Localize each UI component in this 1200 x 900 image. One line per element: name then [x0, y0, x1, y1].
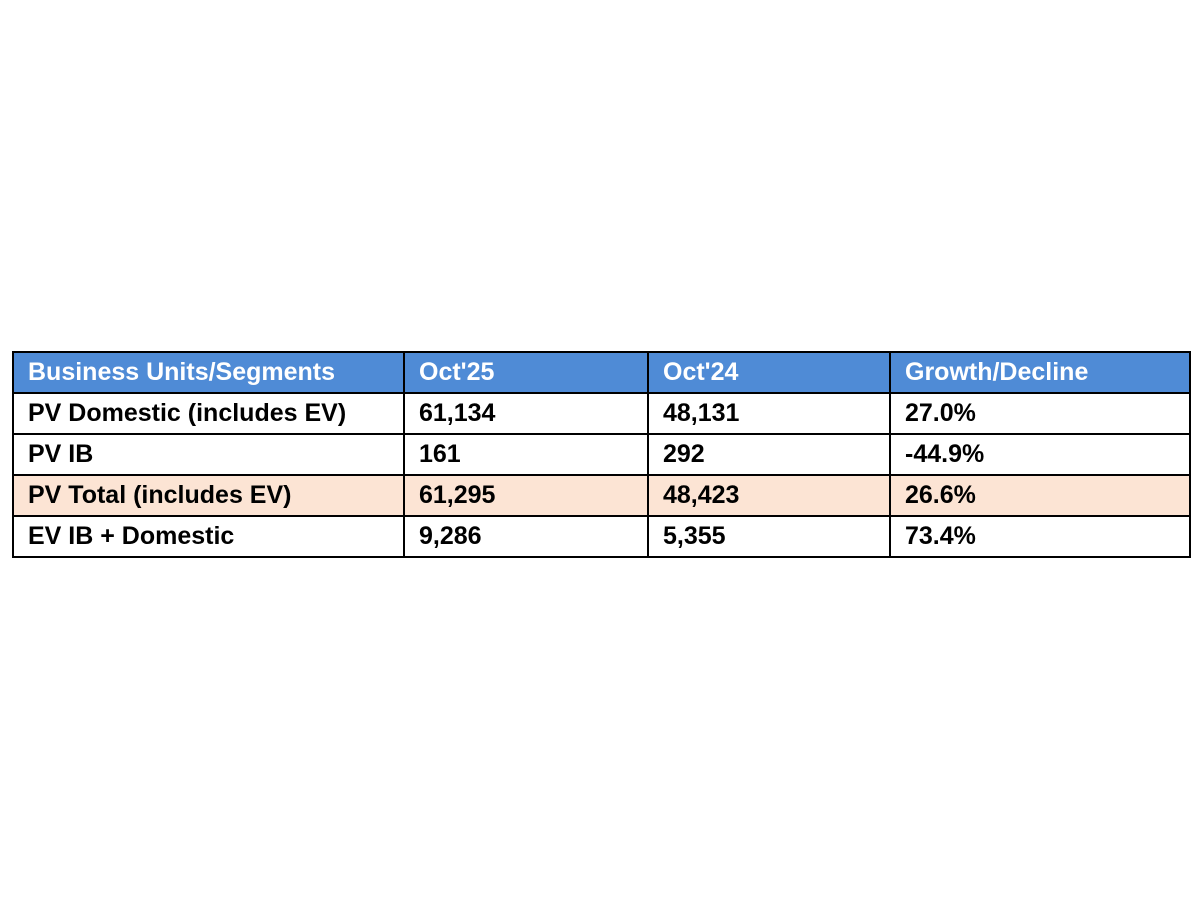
sales-table: Business Units/Segments Oct'25 Oct'24 Gr…	[12, 351, 1191, 558]
oct25-cell: 161	[403, 433, 649, 476]
segment-cell: PV IB	[12, 433, 405, 476]
oct24-cell: 48,423	[647, 474, 891, 517]
table-row: PV IB 161 292 -44.9%	[12, 433, 1191, 476]
table-body: PV Domestic (includes EV) 61,134 48,131 …	[12, 392, 1191, 558]
segment-cell: PV Domestic (includes EV)	[12, 392, 405, 435]
growth-cell: 26.6%	[889, 474, 1191, 517]
header-growth: Growth/Decline	[889, 351, 1191, 394]
header-oct25: Oct'25	[403, 351, 649, 394]
segment-cell: PV Total (includes EV)	[12, 474, 405, 517]
header-segment: Business Units/Segments	[12, 351, 405, 394]
growth-cell: -44.9%	[889, 433, 1191, 476]
growth-cell: 27.0%	[889, 392, 1191, 435]
oct25-cell: 9,286	[403, 515, 649, 558]
oct24-cell: 48,131	[647, 392, 891, 435]
table-header: Business Units/Segments Oct'25 Oct'24 Gr…	[12, 351, 1191, 394]
oct24-cell: 292	[647, 433, 891, 476]
oct25-cell: 61,295	[403, 474, 649, 517]
segment-cell: EV IB + Domestic	[12, 515, 405, 558]
table-row-total: PV Total (includes EV) 61,295 48,423 26.…	[12, 474, 1191, 517]
oct25-cell: 61,134	[403, 392, 649, 435]
header-oct24: Oct'24	[647, 351, 891, 394]
table-row: EV IB + Domestic 9,286 5,355 73.4%	[12, 515, 1191, 558]
table-row: PV Domestic (includes EV) 61,134 48,131 …	[12, 392, 1191, 435]
oct24-cell: 5,355	[647, 515, 891, 558]
header-row: Business Units/Segments Oct'25 Oct'24 Gr…	[12, 351, 1191, 394]
growth-cell: 73.4%	[889, 515, 1191, 558]
